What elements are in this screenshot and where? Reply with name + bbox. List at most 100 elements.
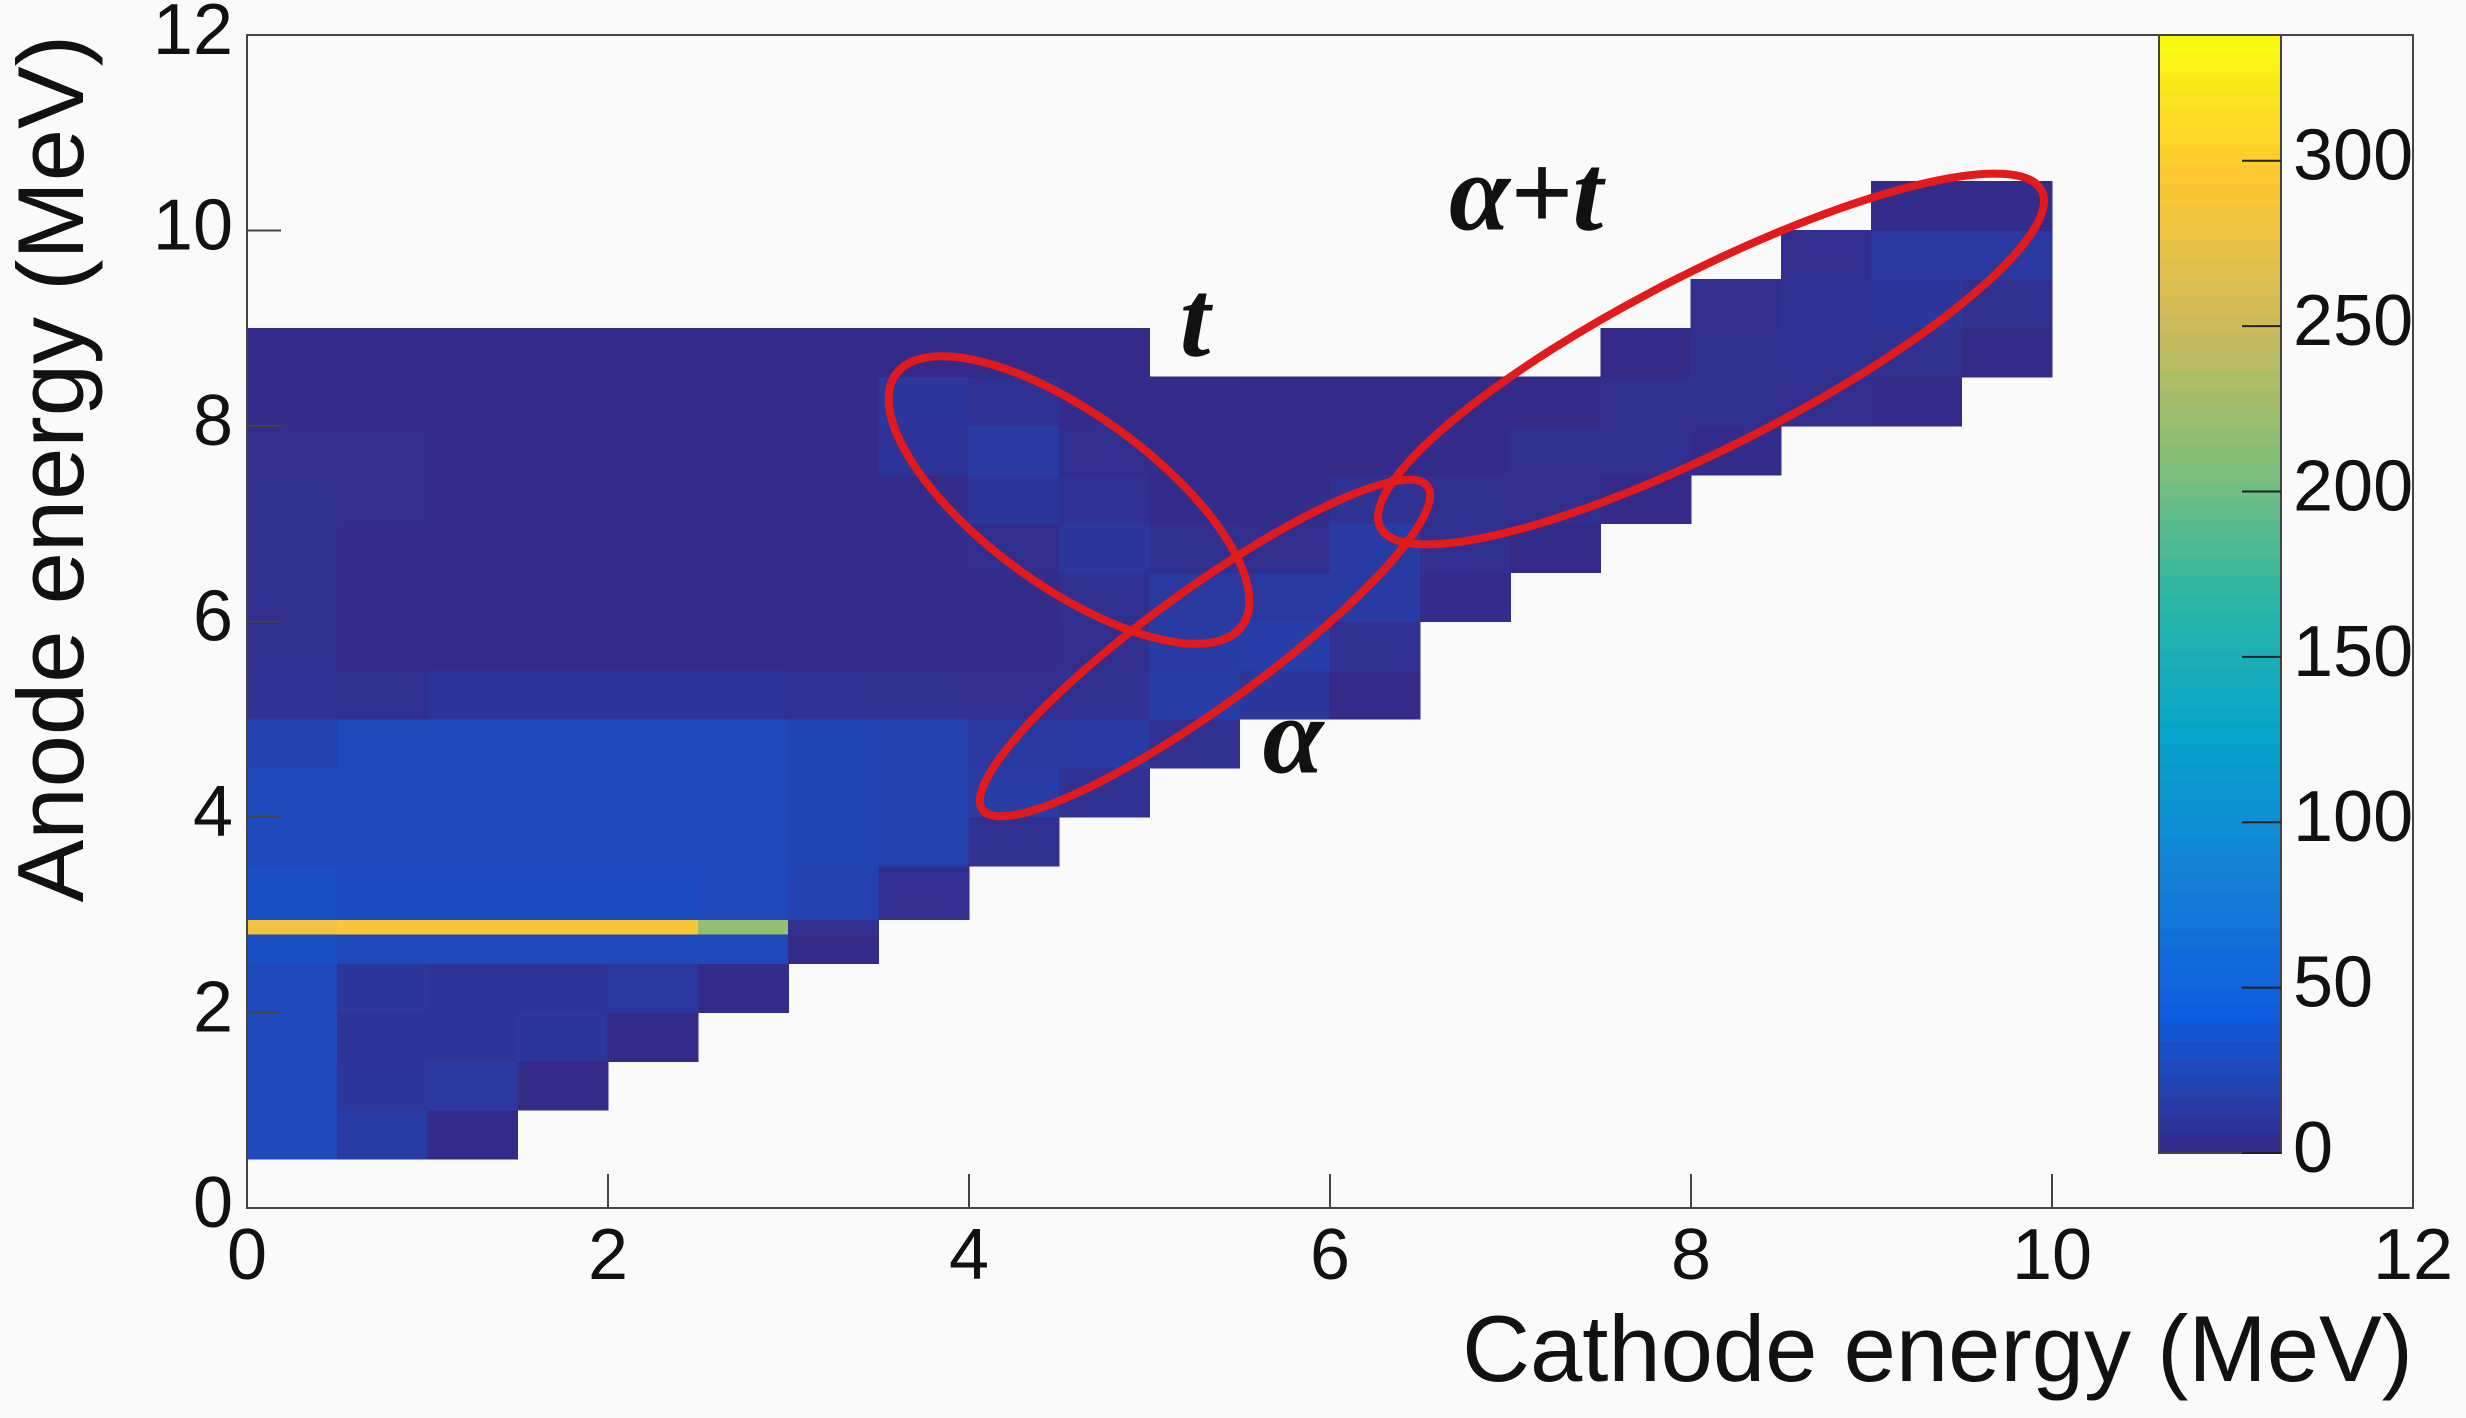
heatmap-cell: [1511, 622, 1601, 671]
heatmap-cell: [336, 718, 428, 769]
heatmap-cell: [789, 279, 879, 328]
heatmap-cell: [1330, 1110, 1420, 1159]
heatmap-cell: [1058, 572, 1150, 622]
colorbar-tick-label: 50: [2293, 943, 2373, 1023]
heatmap-cell: [879, 1061, 969, 1110]
heatmap-cell: [968, 669, 1060, 720]
heatmap-cell: [607, 376, 699, 427]
heatmap-cell: [1330, 817, 1420, 866]
heatmap-cell: [1871, 278, 1963, 329]
colorbar-band: [2159, 35, 2281, 55]
heatmap-cell: [697, 425, 789, 476]
colorbar-band: [2159, 743, 2281, 763]
heatmap-cell: [517, 376, 609, 427]
colorbar-band: [2159, 314, 2281, 334]
heatmap-cell: [1691, 475, 1781, 524]
heatmap-cell: [1149, 669, 1241, 720]
heatmap-cell: [246, 425, 338, 476]
y-axis-title: Anode energy (MeV): [0, 35, 103, 902]
heatmap-cell: [879, 1110, 969, 1159]
heatmap-cell: [698, 1013, 788, 1062]
colorbar-band: [2159, 165, 2281, 185]
heatmap-cell: [1691, 964, 1781, 1013]
heatmap-cell: [246, 474, 338, 525]
heatmap-cell: [878, 718, 970, 769]
heatmap-cell: [788, 523, 880, 574]
heatmap-cell: [1601, 768, 1691, 817]
heatmap-cell: [968, 621, 1060, 671]
heatmap-cell: [517, 963, 609, 1013]
heatmap-cell: [1059, 231, 1149, 280]
colorbar-band: [2159, 444, 2281, 465]
x-tick-label: 2: [588, 1215, 628, 1295]
colorbar-band: [2159, 519, 2281, 539]
x-tick-label: 10: [2012, 1215, 2092, 1295]
heatmap-cell: [607, 474, 699, 525]
heatmap-cell: [1419, 572, 1511, 622]
heatmap-cell: [1510, 425, 1602, 476]
heatmap-cell: [246, 1060, 338, 1111]
heatmap-cell: [246, 1109, 338, 1160]
heatmap-cell: [1058, 523, 1150, 574]
heatmap-cell: [1330, 1013, 1420, 1062]
heatmap-cell: [337, 279, 427, 328]
colorbar-band: [2159, 724, 2281, 744]
colorbar-band: [2159, 500, 2281, 521]
heatmap-cell: [697, 669, 789, 720]
heatmap-cell: [1872, 920, 1962, 935]
x-axis-title: Cathode energy (MeV): [1462, 1296, 2413, 1401]
heatmap-cell: [1871, 376, 1963, 427]
heatmap-cell: [788, 933, 880, 965]
heatmap-cell: [788, 474, 880, 525]
heatmap-cell: [1601, 279, 1691, 328]
heatmap-cell: [1601, 1110, 1691, 1159]
heatmap-cell: [879, 1013, 969, 1062]
heatmap-cell: [1239, 425, 1331, 476]
heatmap-cell: [607, 669, 699, 720]
colorbar-tick-label: 100: [2293, 777, 2413, 857]
heatmap-cell: [1330, 231, 1420, 280]
heatmap-cell: [1961, 230, 2053, 280]
heatmap-cell: [1149, 376, 1241, 427]
heatmap-cell: [427, 523, 519, 574]
heatmap-cell: [607, 572, 699, 622]
heatmap-cell: [788, 718, 880, 769]
heatmap-cell: [1872, 622, 1962, 671]
heatmap-cell: [1872, 475, 1962, 524]
heatmap-cell: [1150, 182, 1240, 231]
heatmap-cell: [878, 621, 970, 671]
heatmap-cell: [607, 327, 699, 378]
heatmap-cell: [879, 964, 969, 1013]
colorbar-band: [2159, 705, 2281, 726]
heatmap-cell: [1420, 964, 1510, 1013]
heatmap-cell: [246, 963, 338, 1013]
heatmap-cell: [517, 621, 609, 671]
heatmap-cell: [1600, 425, 1692, 476]
heatmap-cell: [1781, 1061, 1871, 1110]
colorbar-band: [2159, 277, 2281, 297]
heatmap-cell: [1780, 327, 1872, 378]
heatmap-cell: [789, 1110, 879, 1159]
heatmap-cell: [518, 1110, 608, 1159]
heatmap-cell: [1240, 934, 1330, 963]
heatmap-cell: [1781, 622, 1871, 671]
heatmap-cell: [1601, 182, 1691, 231]
heatmap-cell: [1240, 817, 1330, 866]
heatmap-cell: [427, 933, 519, 965]
colorbar-band: [2159, 687, 2281, 707]
heatmap-cell: [1690, 327, 1782, 378]
colorbar-band: [2159, 239, 2281, 260]
heatmap-cell: [336, 1012, 428, 1062]
heatmap-cell: [1961, 327, 2053, 378]
heatmap-cell: [1059, 279, 1149, 328]
heatmap-cell: [336, 1109, 428, 1160]
heatmap-cell: [1420, 328, 1510, 377]
heatmap-cell: [1330, 768, 1420, 817]
heatmap-cell: [698, 1061, 788, 1110]
heatmap-cell: [1601, 817, 1691, 866]
heatmap-cell: [1329, 669, 1421, 720]
heatmap-cell: [1150, 768, 1240, 817]
heatmap-cell: [788, 572, 880, 622]
heatmap-cell: [336, 1060, 428, 1111]
